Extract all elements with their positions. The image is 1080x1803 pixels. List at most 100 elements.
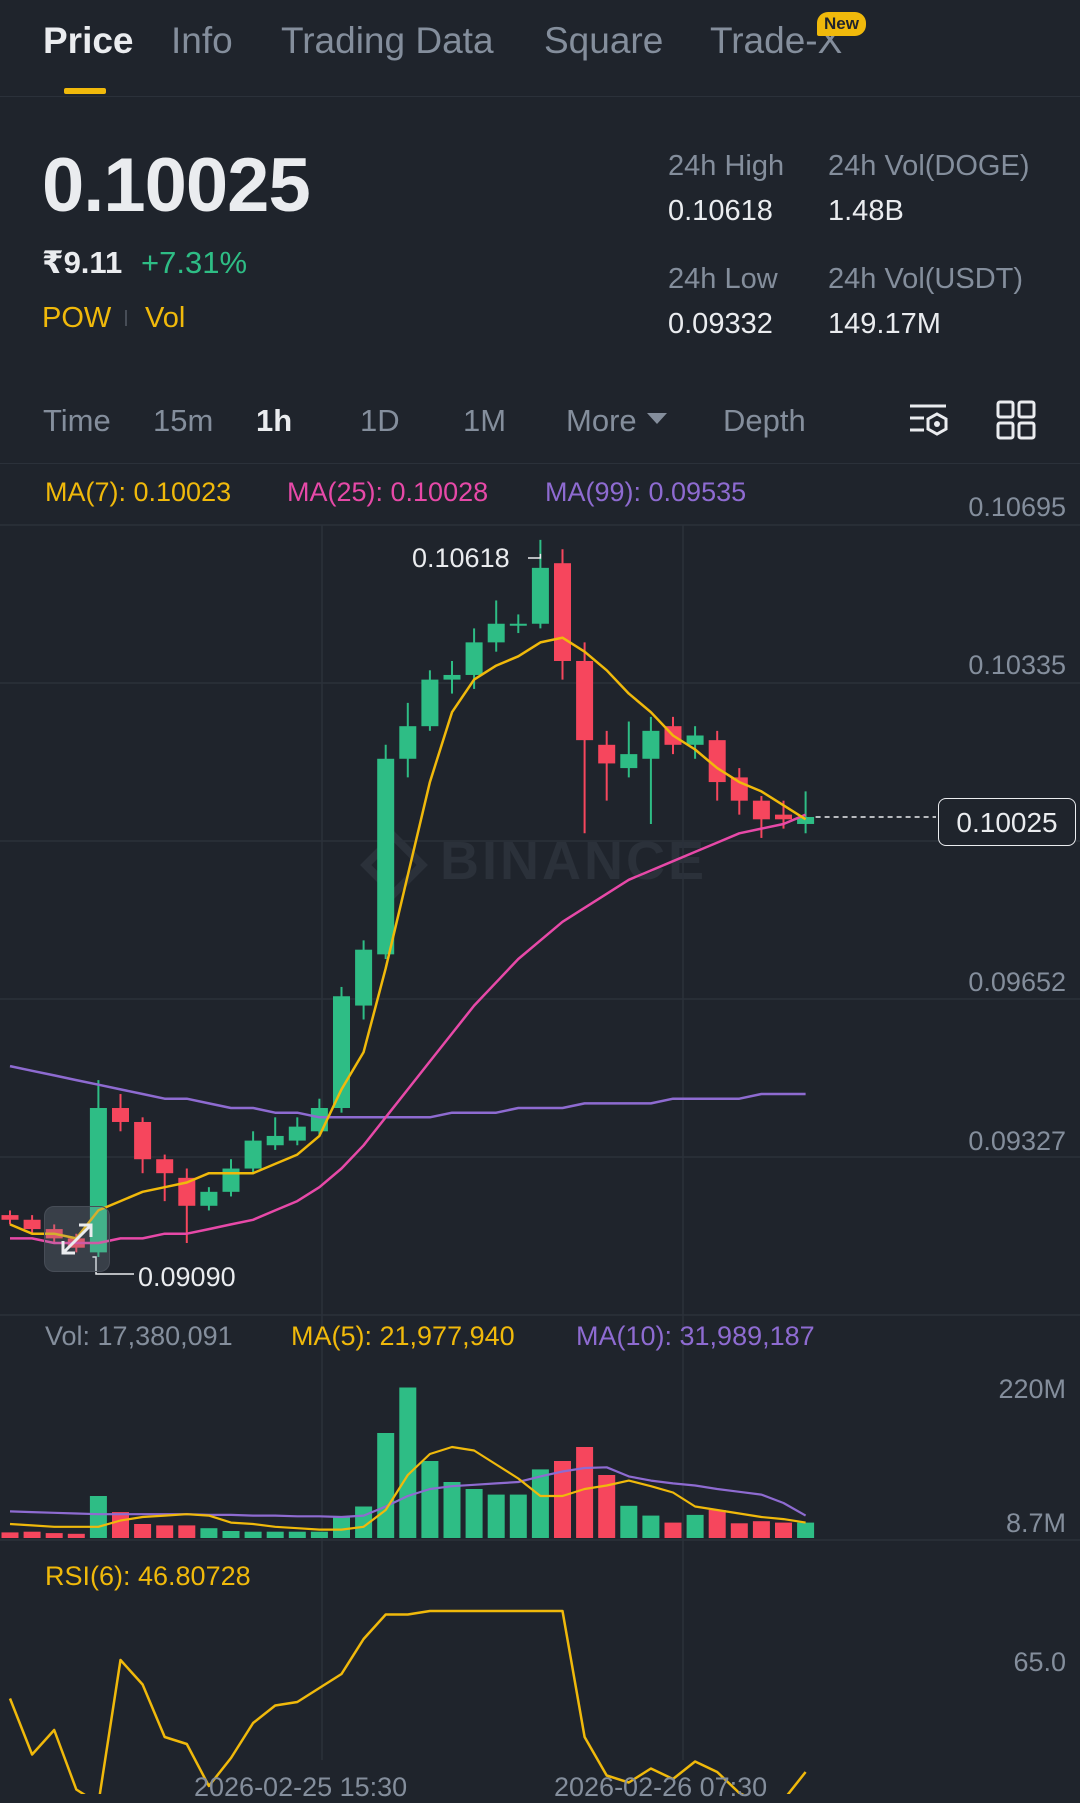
vol-base-value: 1.48B: [828, 195, 904, 227]
low-price-marker: 0.09090: [138, 1262, 236, 1292]
caret-down-icon: [646, 413, 667, 425]
candle-body: [576, 660, 594, 741]
timeframe-more[interactable]: More: [566, 403, 667, 439]
volume-bar: [598, 1475, 616, 1538]
change-percent: +7.31%: [141, 245, 248, 280]
volume-bar: [288, 1531, 306, 1538]
volume-bar: [708, 1510, 726, 1538]
volume-bar: [67, 1533, 85, 1538]
candle-body: [775, 814, 792, 820]
candle-body: [244, 1140, 262, 1169]
timeframe-1d[interactable]: 1D: [360, 403, 400, 438]
volume-bar: [134, 1524, 152, 1538]
low-label: 24h Low: [668, 263, 778, 295]
y-axis-label: 0.10695: [968, 492, 1066, 522]
high-price-marker: 0.10618: [412, 543, 510, 573]
candle-body: [23, 1219, 41, 1230]
volume-bar: [45, 1533, 63, 1538]
volume-bar: [23, 1531, 41, 1538]
volume-bar: [642, 1515, 660, 1538]
fiat-price: ₹9.11: [42, 245, 123, 280]
volume-bar: [664, 1522, 682, 1538]
candle-body: [443, 674, 461, 680]
tag-vol[interactable]: Vol: [145, 302, 186, 334]
indicator-settings-icon[interactable]: [906, 398, 950, 447]
volume-bar: [421, 1461, 439, 1538]
fullscreen-button[interactable]: [44, 1206, 110, 1272]
candle-body: [686, 735, 704, 745]
volume-bar: [1, 1532, 19, 1538]
volume-bar: [156, 1525, 174, 1538]
volume-bar: [112, 1512, 129, 1538]
rsi-legend: RSI(6): 46.80728: [45, 1561, 251, 1591]
vol-ma5-line: [9, 1445, 806, 1531]
candle-body: [355, 949, 373, 1006]
volume-bar: [797, 1522, 815, 1538]
vol-ma10-line: [9, 1466, 807, 1519]
candle-body: [708, 740, 726, 783]
timeframe-1m[interactable]: 1M: [463, 403, 507, 438]
depth-tab[interactable]: Depth: [723, 403, 806, 438]
candle-body: [598, 744, 616, 764]
candle-body: [797, 816, 815, 824]
timeframe-1h[interactable]: 1h: [256, 403, 293, 438]
tag-divider: [125, 310, 127, 326]
volume-bar: [775, 1522, 792, 1538]
volume-bar: [531, 1469, 549, 1538]
chart-top-divider: [0, 463, 1080, 464]
ma7-legend: MA(7): 0.10023: [45, 477, 232, 507]
candle-body: [509, 623, 527, 626]
more-label: More: [566, 403, 637, 438]
high-leader-line: [528, 553, 542, 559]
vol-axis-label: 220M: [998, 1374, 1066, 1404]
current-price-marker: 0.10025: [938, 798, 1076, 846]
candle-body: [399, 726, 417, 759]
y-axis-label: 0.10335: [968, 650, 1066, 680]
high-label: 24h High: [668, 150, 785, 182]
vol-ma5-legend: MA(5): 21,977,940: [291, 1321, 515, 1351]
volume-bar: [244, 1531, 262, 1538]
tab-info[interactable]: Info: [171, 20, 233, 61]
candle-body: [531, 567, 549, 624]
grid-layout-icon[interactable]: [994, 398, 1038, 447]
volume-bar: [730, 1523, 748, 1538]
volume-bar: [222, 1531, 240, 1538]
candle-body: [1, 1215, 19, 1220]
volume-bar: [620, 1505, 638, 1538]
vol-quote-label: 24h Vol(USDT): [828, 263, 1024, 295]
candle-body: [156, 1159, 174, 1174]
tab-square[interactable]: Square: [544, 20, 664, 61]
vol-base-label: 24h Vol(DOGE): [828, 150, 1030, 182]
vol-axis-label: 8.7M: [1005, 1508, 1066, 1538]
volume-bar: [89, 1496, 107, 1538]
rsi-axis-label: 65.0: [1013, 1647, 1066, 1677]
timeframe-time[interactable]: Time: [43, 403, 111, 438]
candle-body: [288, 1126, 306, 1141]
volume-bar: [377, 1433, 395, 1538]
candle-body: [178, 1177, 196, 1206]
timeframe-15m[interactable]: 15m: [153, 403, 214, 438]
y-axis-label: 0.09652: [968, 967, 1066, 997]
low-leader-line: [92, 1256, 134, 1275]
expand-icon: [61, 1223, 93, 1255]
ma25-legend: MA(25): 0.10028: [287, 477, 489, 507]
vol-ma10-legend: MA(10): 31,989,187: [576, 1321, 815, 1351]
rsi-line: [8, 1609, 807, 1794]
tab-trading-data[interactable]: Trading Data: [281, 20, 494, 61]
vol-legend: Vol: 17,380,091: [45, 1321, 233, 1351]
tag-pow[interactable]: POW: [42, 302, 112, 334]
last-price: 0.10025: [42, 143, 311, 228]
vol-quote-value: 149.17M: [828, 308, 941, 340]
new-badge: New: [817, 12, 866, 36]
candle-body: [620, 754, 638, 769]
volume-bar: [178, 1525, 196, 1538]
candle-body: [465, 642, 483, 675]
tab-price[interactable]: Price: [43, 20, 134, 61]
low-value: 0.09332: [668, 308, 773, 340]
ma99-line: [9, 1064, 806, 1119]
volume-bar: [310, 1531, 328, 1538]
candle-body: [266, 1135, 284, 1146]
volume-bar: [487, 1494, 505, 1538]
candle-body: [112, 1108, 129, 1122]
